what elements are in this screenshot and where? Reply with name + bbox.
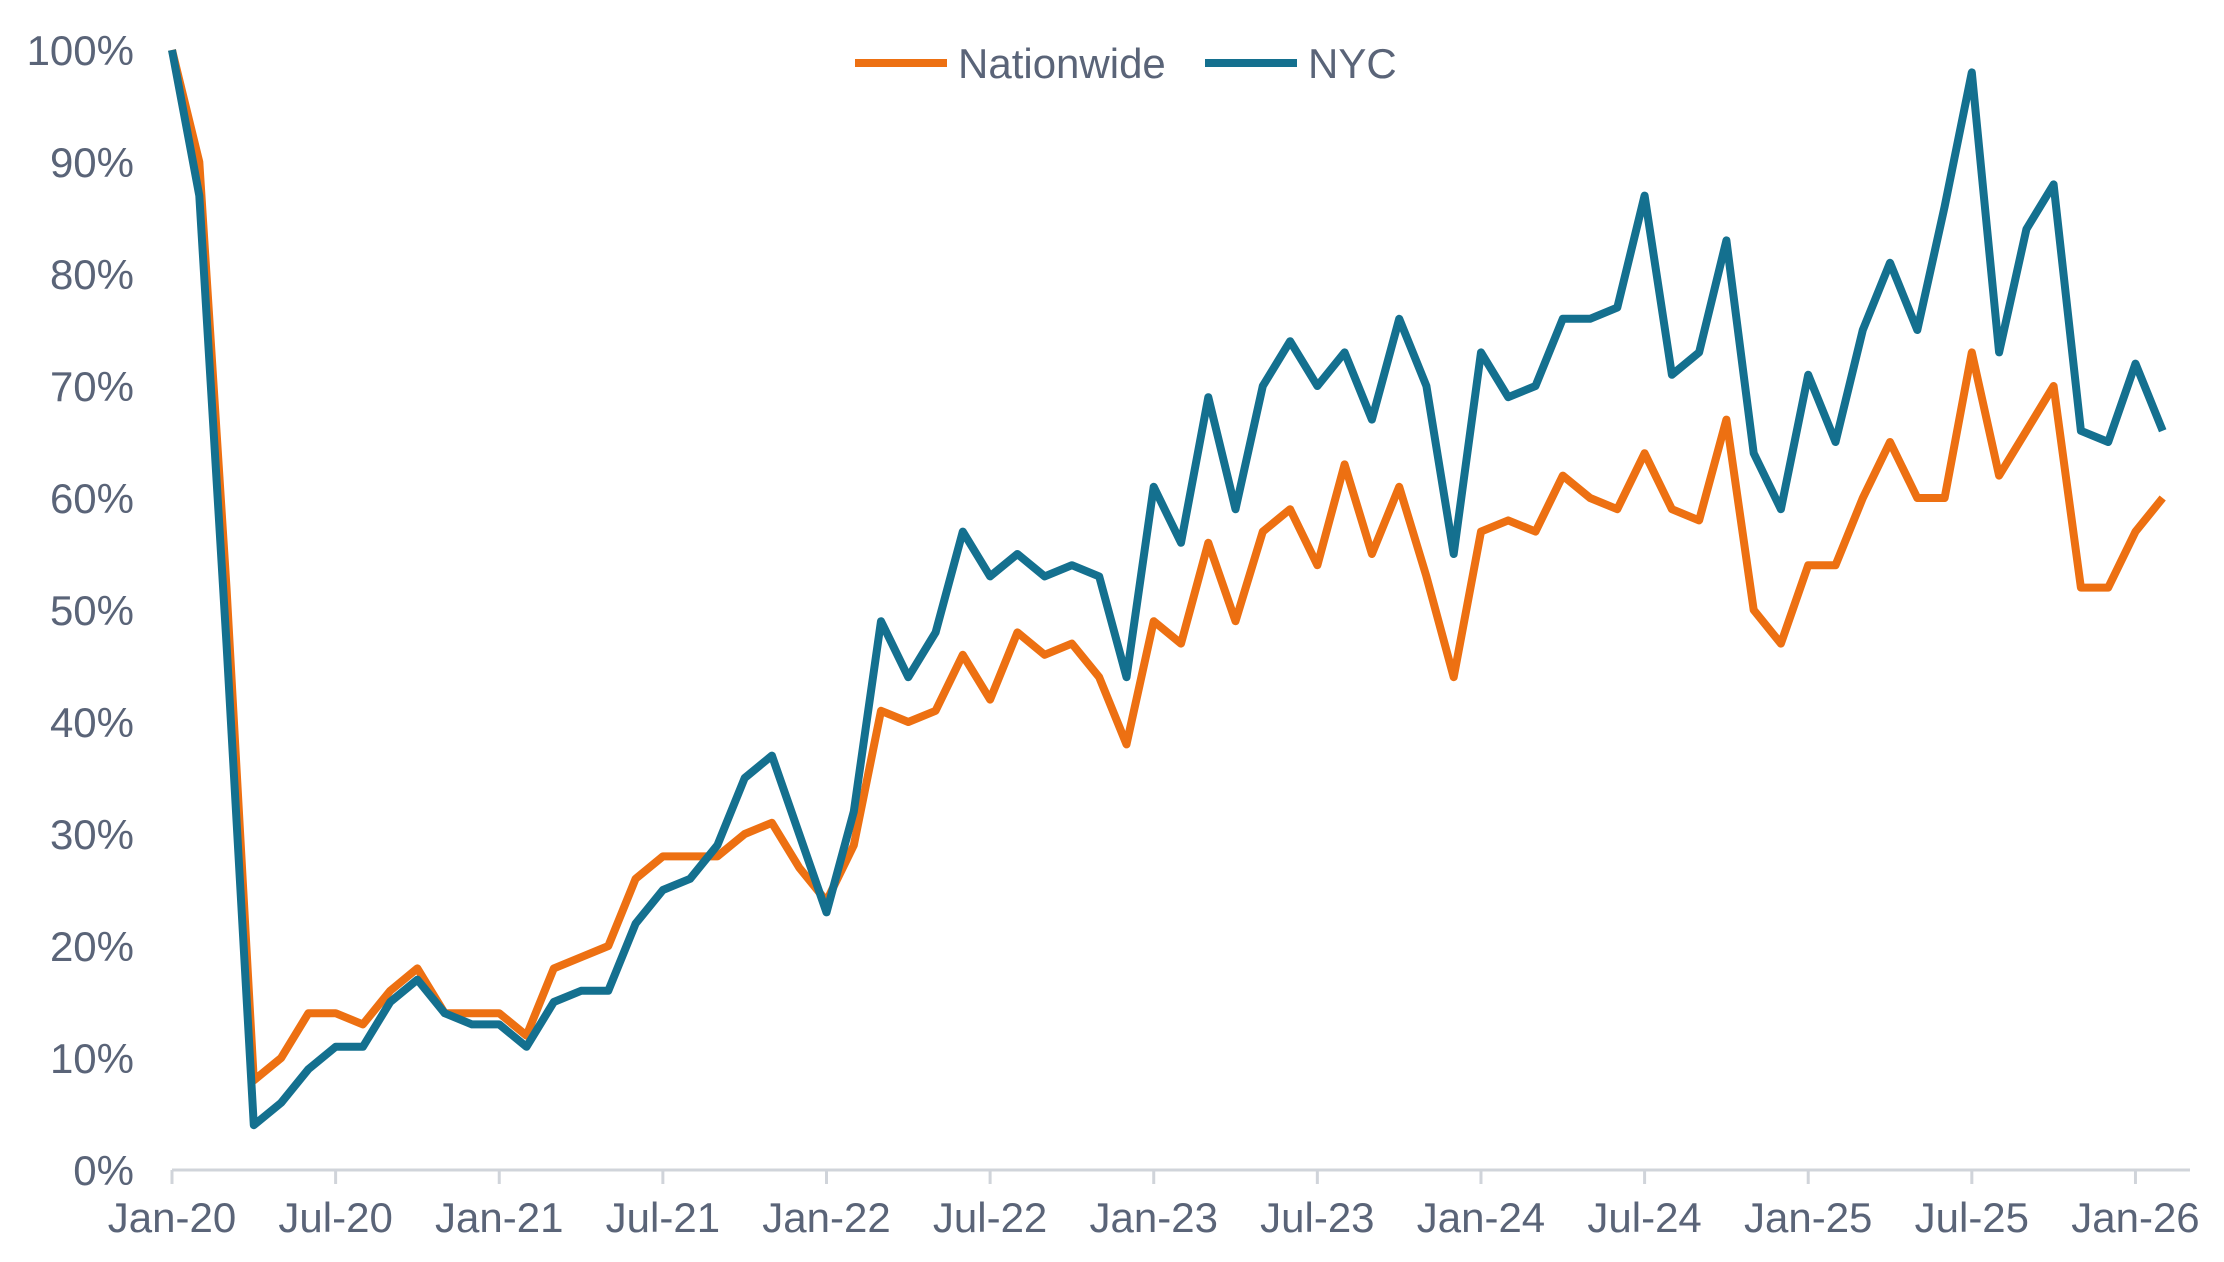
x-tick-label: Jan-24 (1417, 1194, 1545, 1241)
legend-label: NYC (1308, 40, 1397, 87)
x-tick-label: Jul-22 (933, 1194, 1047, 1241)
x-tick-label: Jan-26 (2071, 1194, 2199, 1241)
y-tick-label: 60% (50, 475, 134, 522)
y-tick-label: 90% (50, 139, 134, 186)
y-tick-label: 20% (50, 923, 134, 970)
x-tick-label: Jan-23 (1090, 1194, 1218, 1241)
x-tick-label: Jan-20 (108, 1194, 236, 1241)
x-tick-label: Jan-25 (1744, 1194, 1872, 1241)
y-tick-label: 30% (50, 811, 134, 858)
x-tick-label: Jul-23 (1260, 1194, 1374, 1241)
legend-item-nyc: NYC (1205, 40, 1397, 87)
x-tick-label: Jul-25 (1915, 1194, 2029, 1241)
x-tick-label: Jul-24 (1587, 1194, 1701, 1241)
y-tick-label: 0% (73, 1147, 134, 1194)
x-tick-label: Jul-20 (278, 1194, 392, 1241)
x-tick-label: Jan-21 (435, 1194, 563, 1241)
y-tick-label: 50% (50, 587, 134, 634)
series-line-nationwide (168, 49, 2166, 1085)
y-tick-label: 70% (50, 363, 134, 410)
y-tick-label: 40% (50, 699, 134, 746)
x-tick-label: Jul-21 (606, 1194, 720, 1241)
legend-item-nationwide: Nationwide (855, 40, 1166, 87)
legend-label: Nationwide (958, 40, 1166, 87)
y-tick-label: 10% (50, 1035, 134, 1082)
series-line-nyc (168, 49, 2167, 1130)
y-tick-label: 80% (50, 251, 134, 298)
y-tick-label: 100% (27, 27, 134, 74)
x-tick-label: Jan-22 (762, 1194, 890, 1241)
